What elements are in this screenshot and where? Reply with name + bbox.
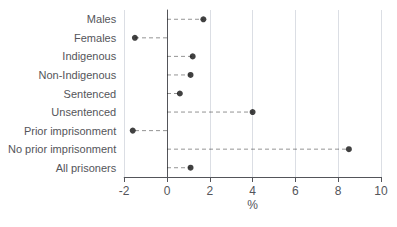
svg-text:Females: Females (74, 32, 117, 44)
svg-text:-2: -2 (119, 184, 130, 198)
svg-text:%: % (247, 198, 258, 212)
svg-text:Males: Males (87, 13, 117, 25)
svg-text:Prior imprisonment: Prior imprisonment (24, 125, 116, 137)
svg-text:Unsentenced: Unsentenced (51, 106, 116, 118)
svg-text:8: 8 (335, 184, 342, 198)
svg-text:6: 6 (292, 184, 299, 198)
svg-text:All prisoners: All prisoners (56, 162, 117, 174)
svg-text:10: 10 (374, 184, 388, 198)
svg-text:Non-Indigenous: Non-Indigenous (39, 69, 117, 81)
svg-text:Sentenced: Sentenced (64, 88, 117, 100)
svg-text:2: 2 (206, 184, 213, 198)
svg-text:4: 4 (249, 184, 256, 198)
svg-text:0: 0 (164, 184, 171, 198)
svg-text:No prior imprisonment: No prior imprisonment (8, 143, 116, 155)
svg-text:Indigenous: Indigenous (62, 50, 116, 62)
